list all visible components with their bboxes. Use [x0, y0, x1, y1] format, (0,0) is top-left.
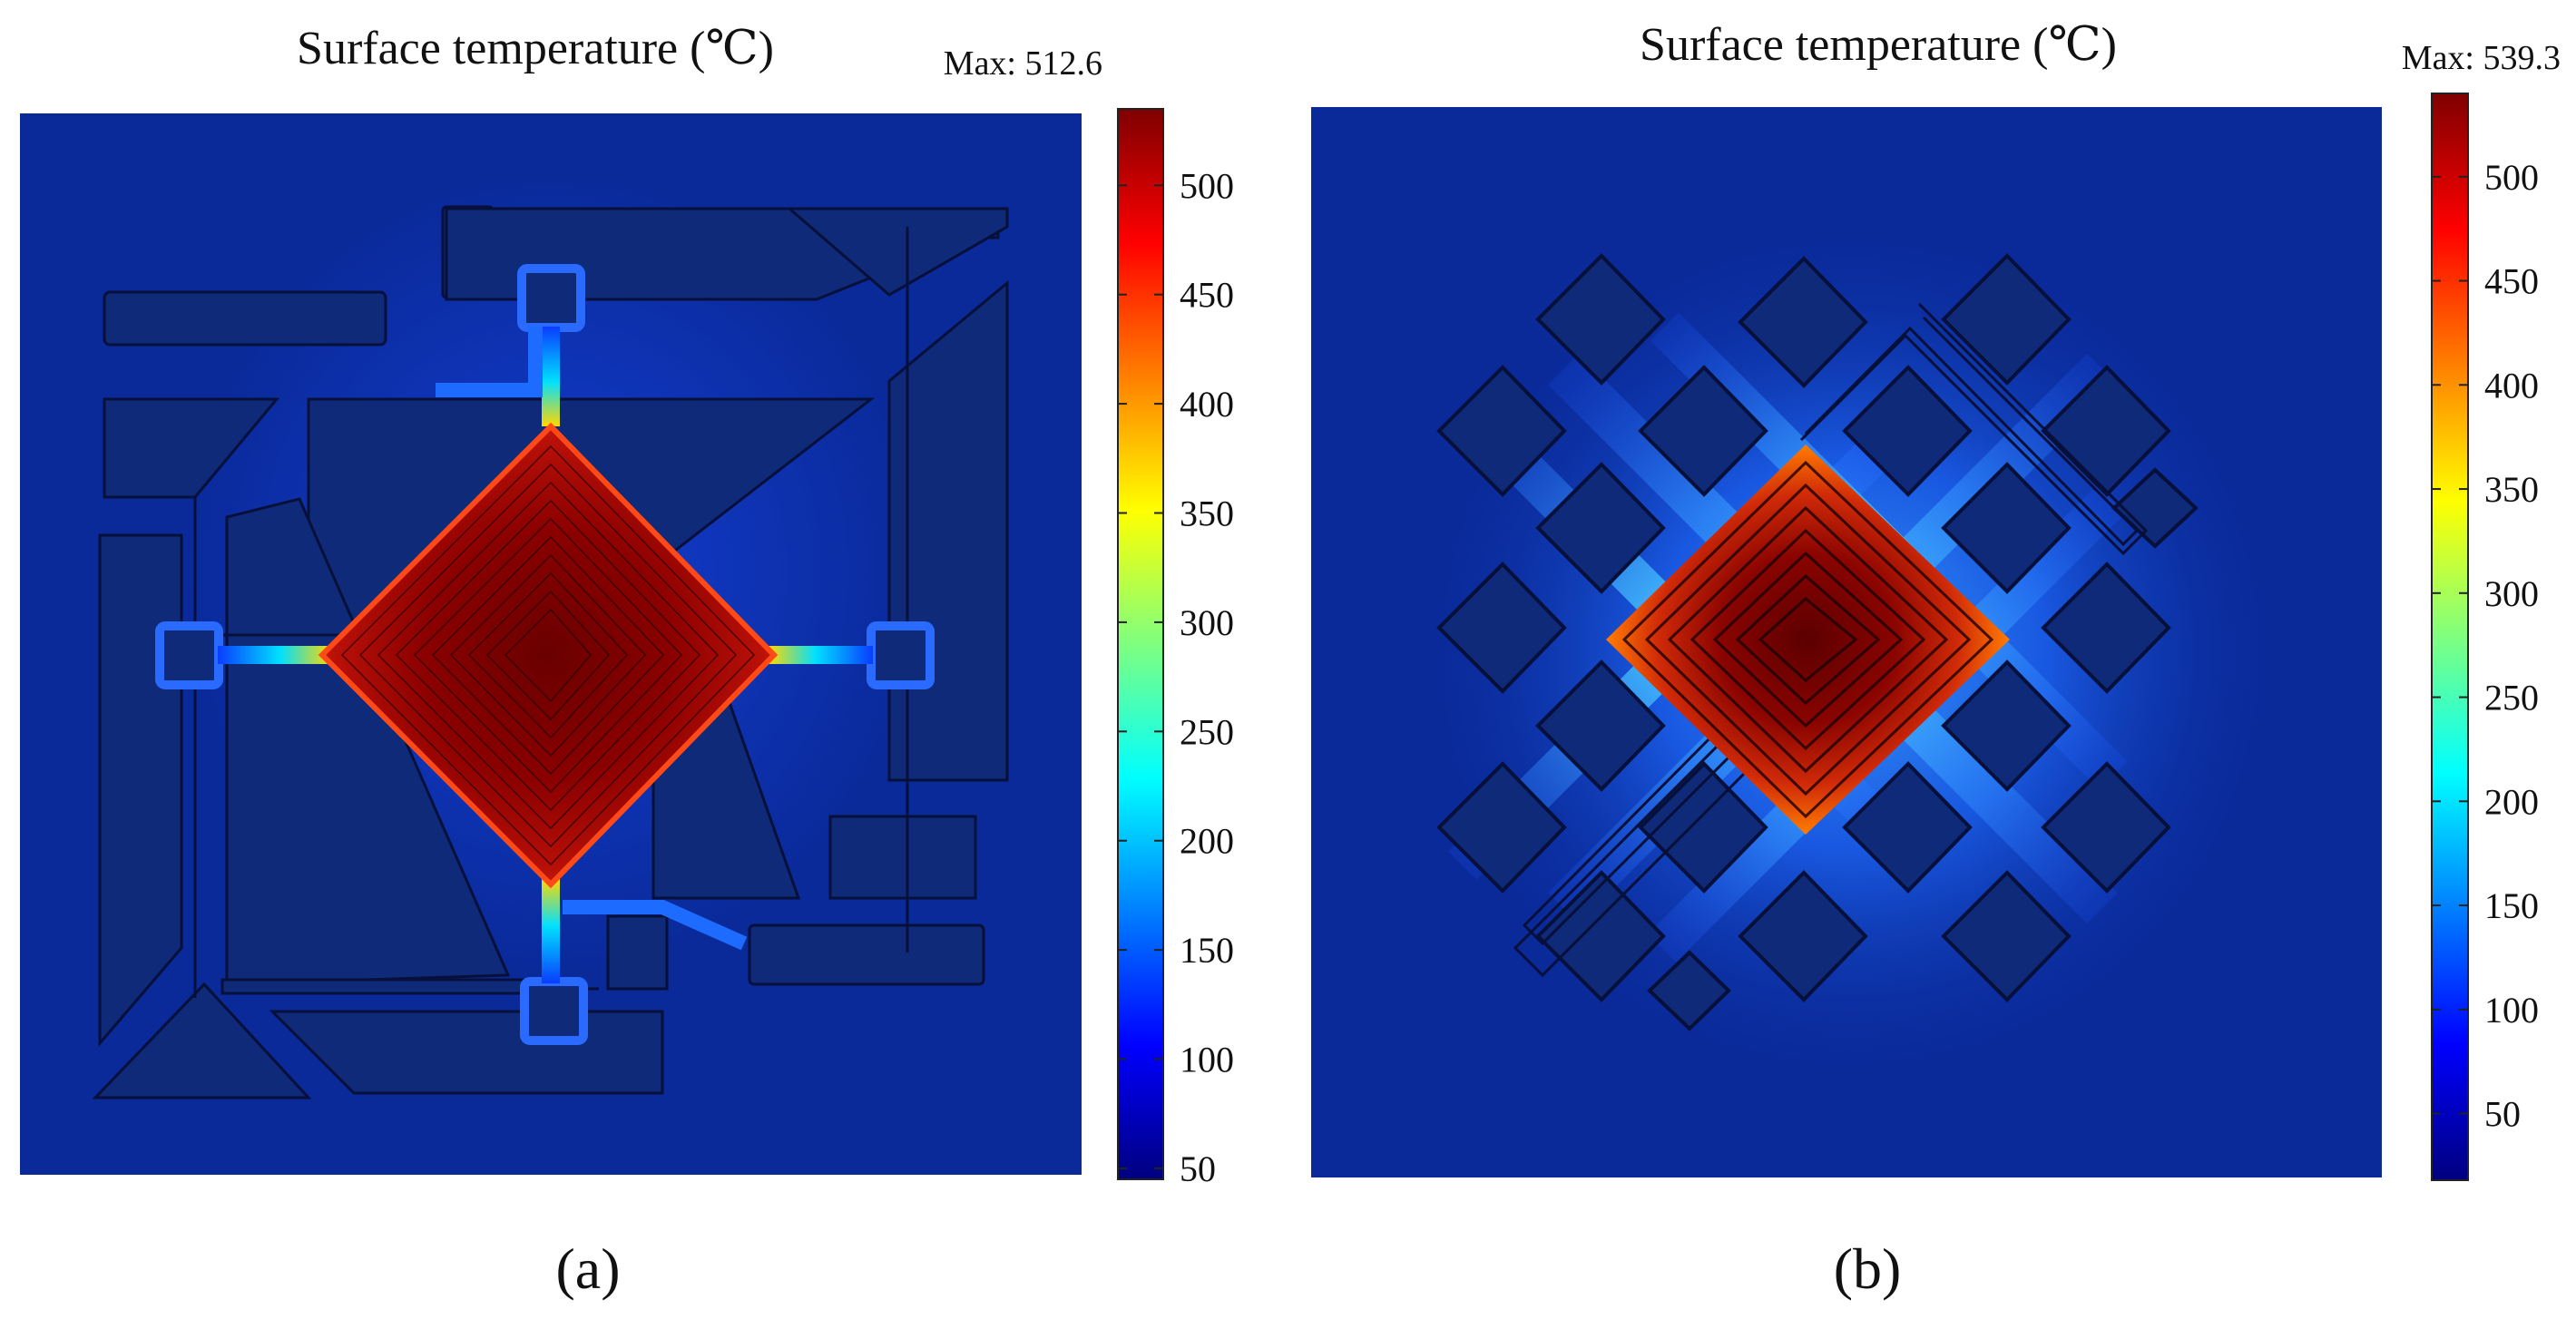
leads-b — [1513, 302, 2149, 978]
colorbar-tick-label: 100 — [2484, 990, 2539, 1031]
hot-zone-a — [318, 422, 779, 889]
colorbar-tick-label: 250 — [1180, 711, 1234, 752]
anchors-a — [155, 264, 935, 1045]
colorbar-tick-label: 250 — [2484, 678, 2539, 718]
max-label-b: Max: 539.3 — [2402, 39, 2561, 77]
colorbar-tick-label: 400 — [1180, 384, 1234, 425]
colorbar-ticks-b: 50 100 150 200 250 300 350 400 450 500 — [2432, 157, 2539, 1135]
max-label-a: Max: 512.6 — [944, 44, 1102, 83]
heater-coil-b — [1621, 460, 1994, 819]
colorbar-a — [1117, 108, 1164, 1180]
panel-label-a: (a) — [555, 1236, 620, 1301]
colorbar-tick-label: 450 — [1180, 275, 1234, 316]
colorbar-tick-label: 500 — [1180, 165, 1234, 206]
hot-zone-b — [1606, 445, 2010, 835]
colorbar-tick-label: 200 — [1180, 821, 1234, 862]
arm-left-a — [218, 646, 331, 664]
colorbar-tick-label: 350 — [2484, 469, 2539, 510]
colorbar-tick-label: 50 — [1180, 1148, 1216, 1189]
panel-a: Surface temperature (℃) Max: 512.6 — [20, 23, 1234, 1189]
title-b: Surface temperature (℃) — [1640, 19, 2117, 71]
colorbar-tick-label: 500 — [2484, 157, 2539, 198]
arm-right-a — [769, 646, 873, 664]
colorbar-tick-label: 150 — [1180, 930, 1234, 971]
heater-coil-a — [340, 445, 756, 866]
pads-b — [1436, 253, 2199, 1031]
panel-b: Surface temperature (℃) Max: 539.3 — [1311, 19, 2561, 1181]
colorbar-tick-label: 200 — [2484, 781, 2539, 822]
lead-bottom-a — [563, 900, 748, 951]
arm-bottom-a — [542, 879, 560, 983]
colorbar-tick-label: 100 — [1180, 1040, 1234, 1080]
lead-top-a — [436, 327, 543, 397]
colorbar-tick-label: 350 — [1180, 493, 1234, 534]
colorbar-tick-label: 450 — [2484, 261, 2539, 302]
panel-label-b: (b) — [1834, 1236, 1902, 1301]
colorbar-tick-label: 300 — [1180, 602, 1234, 643]
title-a: Surface temperature (℃) — [297, 23, 774, 74]
colorbar-tick-label: 50 — [2484, 1094, 2521, 1135]
colorbar-ticks-a: 50 100 150 200 250 300 350 400 450 500 — [1118, 165, 1234, 1189]
colorbar-tick-label: 300 — [2484, 573, 2539, 614]
colorbar-b — [2431, 93, 2469, 1181]
colorbar-tick-label: 150 — [2484, 885, 2539, 926]
arm-top-a — [542, 327, 560, 426]
colorbar-tick-label: 400 — [2484, 365, 2539, 405]
